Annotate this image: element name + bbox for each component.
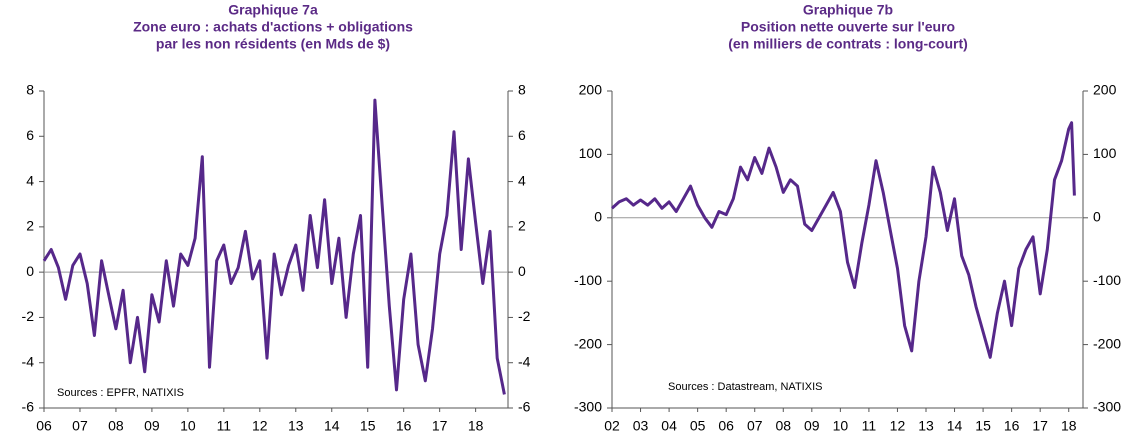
x-tick-label: 11 xyxy=(217,418,232,434)
series-line xyxy=(610,121,1076,359)
y-tick-label: 100 xyxy=(579,145,603,161)
x-tick-label: 02 xyxy=(604,418,620,434)
y2-tick-label: 0 xyxy=(1093,209,1101,225)
x-tick-label: 06 xyxy=(718,418,734,434)
source-box xyxy=(54,385,187,400)
source-box xyxy=(665,379,826,394)
y2-tick-label: -6 xyxy=(518,399,531,415)
x-tick-label: 16 xyxy=(396,418,412,434)
x-tick-label: 11 xyxy=(862,418,877,434)
y2-tick-label: 6 xyxy=(518,127,526,143)
source-note: Sources : EPFR, NATIXIS xyxy=(57,387,184,399)
y2-tick-label: 4 xyxy=(518,172,526,188)
x-tick-label: 12 xyxy=(252,418,268,434)
source-note: Sources : Datastream, NATIXIS xyxy=(668,381,822,393)
x-tick-label: 14 xyxy=(324,418,340,434)
y-tick-label: 2 xyxy=(26,218,34,234)
y-tick-label: -2 xyxy=(22,308,35,324)
y2-tick-label: 2 xyxy=(518,218,526,234)
y2-tick-label: -200 xyxy=(1093,335,1121,351)
y-tick-label: 8 xyxy=(26,82,34,98)
x-tick-label: 10 xyxy=(180,418,196,434)
x-tick-label: 03 xyxy=(633,418,649,434)
x-tick-label: 15 xyxy=(360,418,376,434)
chart-title: par les non résidents (en Mds de $) xyxy=(156,36,390,52)
chart-title: Graphique 7a xyxy=(228,2,318,18)
series-line xyxy=(42,98,506,395)
y-tick-label: -200 xyxy=(574,335,602,351)
x-tick-label: 07 xyxy=(72,418,88,434)
x-tick-label: 14 xyxy=(947,418,963,434)
x-tick-label: 07 xyxy=(747,418,763,434)
x-tick-label: 04 xyxy=(661,418,677,434)
x-tick-label: 09 xyxy=(144,418,160,434)
x-tick-label: 12 xyxy=(890,418,906,434)
chart-title: (en milliers de contrats : long-court) xyxy=(728,36,968,52)
y-tick-label: -6 xyxy=(22,399,35,415)
x-tick-label: 08 xyxy=(108,418,124,434)
y2-tick-label: -2 xyxy=(518,308,531,324)
y-tick-label: 4 xyxy=(26,172,34,188)
x-tick-label: 06 xyxy=(36,418,52,434)
y2-tick-label: -4 xyxy=(518,353,531,369)
y-tick-label: -100 xyxy=(574,272,602,288)
y-tick-label: 0 xyxy=(26,263,34,279)
y2-tick-label: 200 xyxy=(1093,82,1117,98)
chart-title: Graphique 7b xyxy=(803,2,893,18)
y2-tick-label: -300 xyxy=(1093,399,1121,415)
y-tick-label: -4 xyxy=(22,353,35,369)
x-tick-label: 09 xyxy=(804,418,820,434)
y-tick-label: 200 xyxy=(579,82,603,98)
y-tick-label: 6 xyxy=(26,127,34,143)
x-tick-label: 08 xyxy=(775,418,791,434)
y2-tick-label: -100 xyxy=(1093,272,1121,288)
x-tick-label: 13 xyxy=(288,418,304,434)
y-tick-label: 0 xyxy=(594,209,602,225)
x-tick-label: 13 xyxy=(918,418,934,434)
x-tick-label: 17 xyxy=(432,418,448,434)
chart-title: Zone euro : achats d'actions + obligatio… xyxy=(133,19,413,35)
x-tick-label: 15 xyxy=(975,418,991,434)
y2-tick-label: 8 xyxy=(518,82,526,98)
x-tick-label: 05 xyxy=(690,418,706,434)
y2-tick-label: 100 xyxy=(1093,145,1117,161)
y2-tick-label: 0 xyxy=(518,263,526,279)
x-tick-label: 18 xyxy=(1061,418,1077,434)
y-tick-label: -300 xyxy=(574,399,602,415)
chart-title: Position nette ouverte sur l'euro xyxy=(741,19,955,35)
x-tick-label: 16 xyxy=(1004,418,1020,434)
x-tick-label: 18 xyxy=(468,418,484,434)
x-tick-label: 17 xyxy=(1032,418,1048,434)
x-tick-label: 10 xyxy=(833,418,849,434)
